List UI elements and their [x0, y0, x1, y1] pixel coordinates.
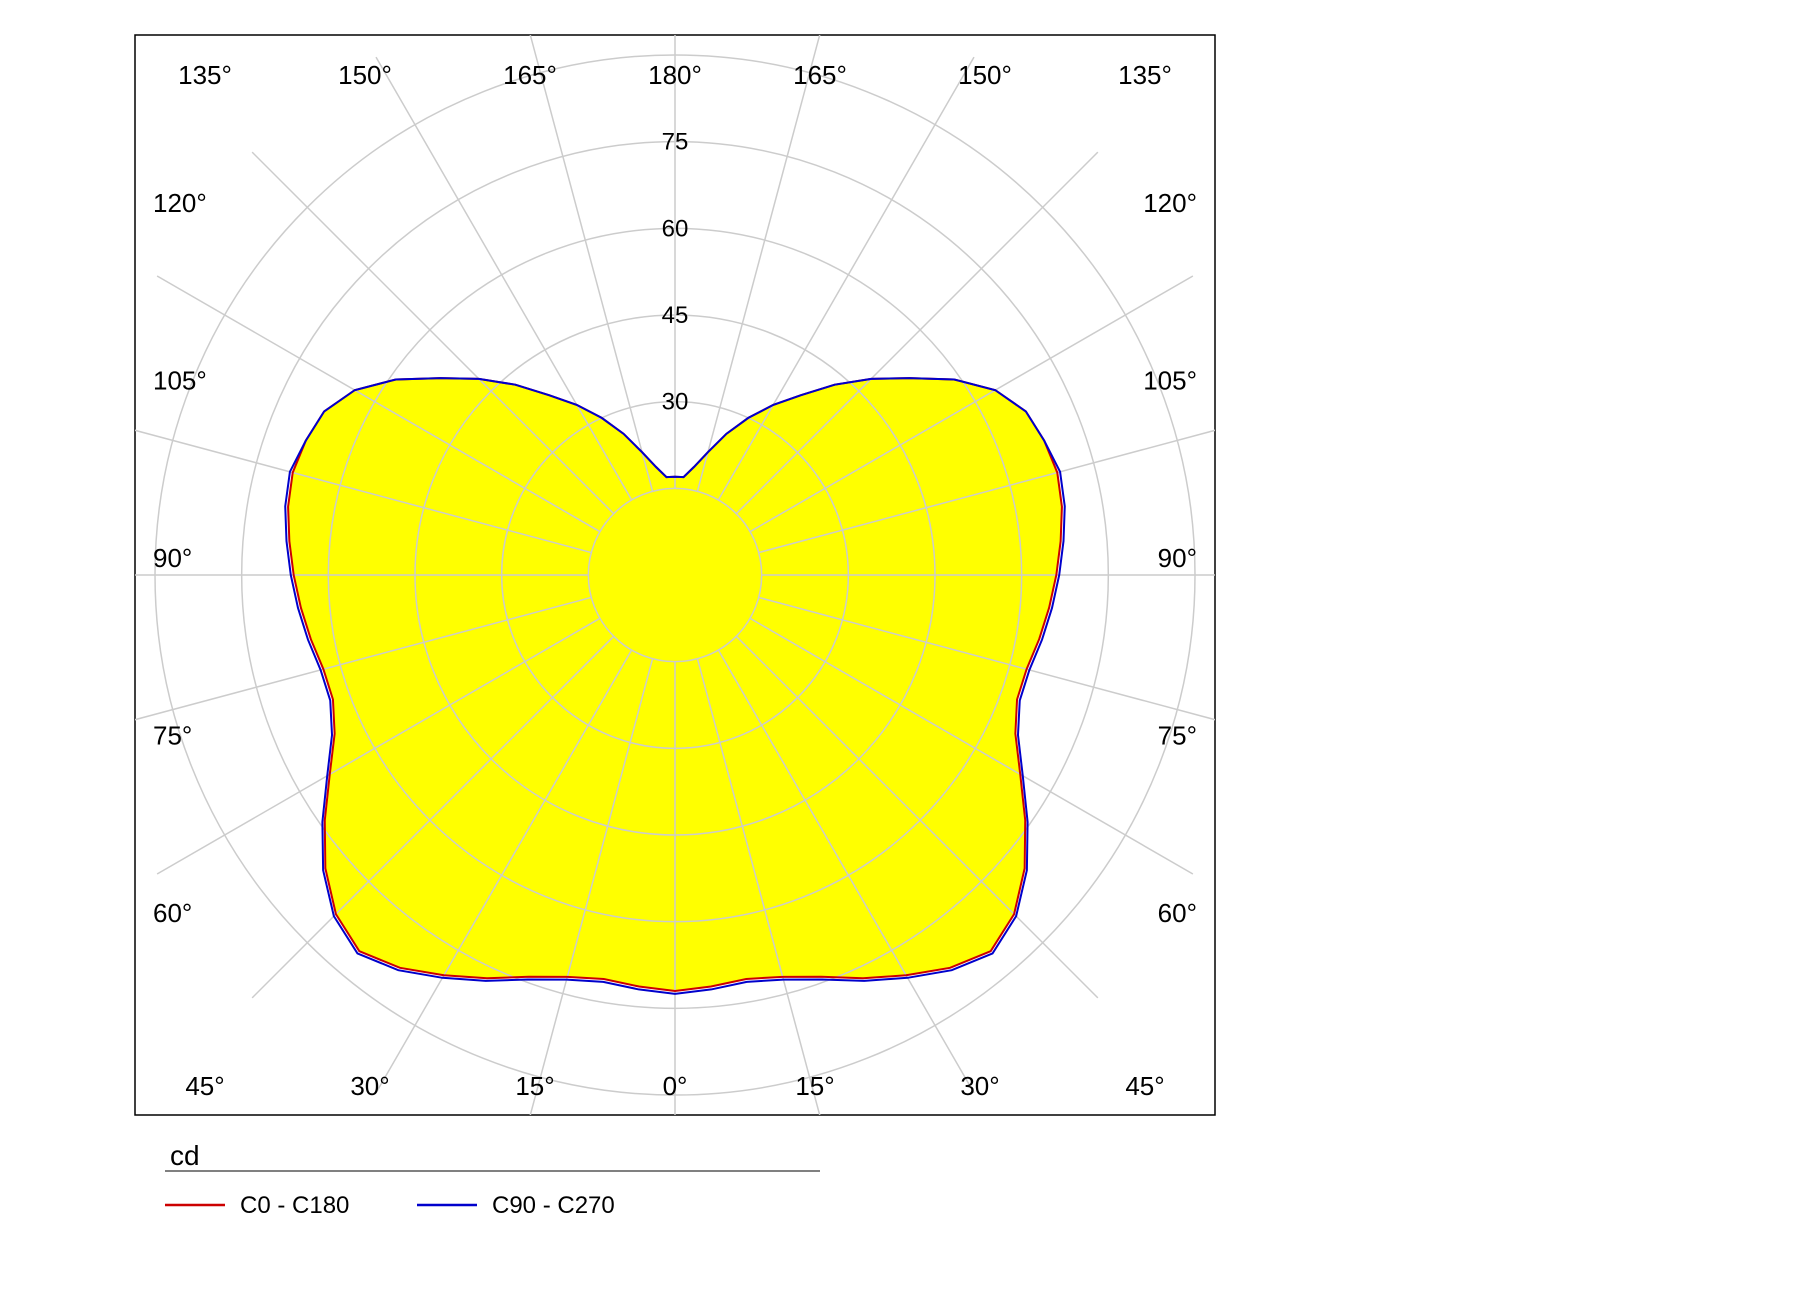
- angle-bot-6: 45°: [1125, 1071, 1164, 1101]
- angle-bot-3: 0°: [663, 1071, 688, 1101]
- radial-tick-30: 30: [662, 389, 689, 416]
- angle-bot-0: 45°: [185, 1071, 224, 1101]
- angle-left-90: 90°: [153, 543, 192, 573]
- angle-top-3: 180°: [648, 60, 702, 90]
- angle-left-75: 75°: [153, 720, 192, 750]
- angle-bot-5: 30°: [960, 1071, 999, 1101]
- radial-tick-45: 45: [662, 302, 689, 329]
- angle-left-120: 120°: [153, 188, 207, 218]
- angle-bot-1: 30°: [350, 1071, 389, 1101]
- polar-chart-svg: 30 45 60 75 135° 150° 165° 180° 165° 150° 135° 120°…: [0, 0, 1794, 1300]
- angle-bot-4: 15°: [795, 1071, 834, 1101]
- legend-label-0: C0 - C180: [240, 1192, 349, 1219]
- angle-top-5: 150°: [958, 60, 1012, 90]
- legend-label-1: C90 - C270: [492, 1192, 615, 1219]
- angle-top-0: 135°: [178, 60, 232, 90]
- angle-right-75: 75°: [1158, 720, 1197, 750]
- angle-right-120: 120°: [1143, 188, 1197, 218]
- polar-chart: 30 45 60 75 135° 150° 165° 180° 165° 150° 135° 120°…: [0, 0, 1794, 1300]
- radial-tick-60: 60: [662, 215, 689, 242]
- angle-right-90: 90°: [1158, 543, 1197, 573]
- radial-tick-75: 75: [662, 129, 689, 156]
- angle-right-60: 60°: [1158, 898, 1197, 928]
- angle-bot-2: 15°: [515, 1071, 554, 1101]
- angle-right-105: 105°: [1143, 365, 1197, 395]
- angle-top-4: 165°: [793, 60, 847, 90]
- angle-left-105: 105°: [153, 365, 207, 395]
- angle-top-1: 150°: [338, 60, 392, 90]
- angle-top-2: 165°: [503, 60, 557, 90]
- angle-left-60: 60°: [153, 898, 192, 928]
- legend-unit: cd: [170, 1140, 200, 1171]
- angle-top-6: 135°: [1118, 60, 1172, 90]
